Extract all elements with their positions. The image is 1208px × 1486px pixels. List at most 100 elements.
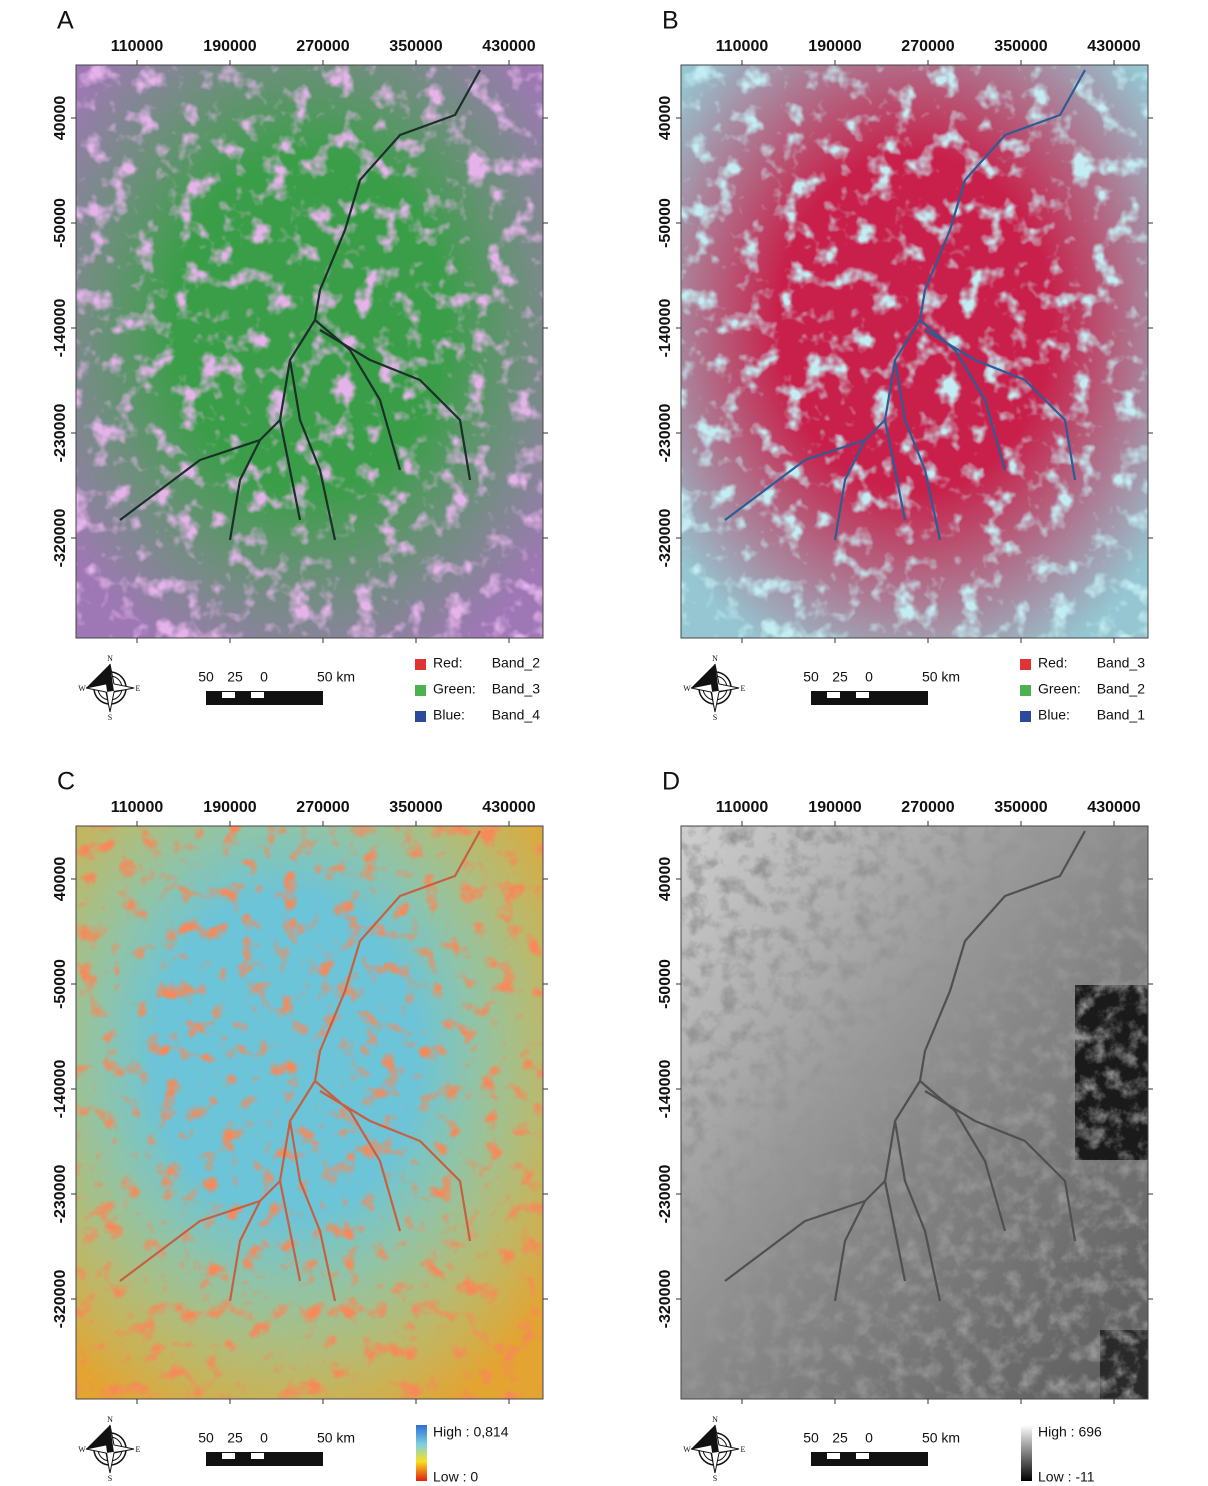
legend-band: Band_3	[492, 681, 540, 697]
legend-low: Low : -11	[1038, 1469, 1095, 1485]
x-tick-label: 190000	[203, 799, 256, 816]
y-tick-label: 40000	[657, 96, 674, 141]
legend-channel: Green:	[1038, 681, 1081, 697]
compass-n: N	[107, 654, 113, 663]
scale-label: 50	[803, 669, 819, 685]
scale-bar-white	[856, 1453, 869, 1459]
compass-s: S	[108, 1474, 112, 1483]
x-tick-label: 270000	[296, 38, 349, 55]
scale-bar-white	[222, 692, 235, 698]
x-tick-label: 270000	[296, 799, 349, 816]
compass-n: N	[712, 654, 718, 663]
y-tick-label: -140000	[657, 1060, 674, 1119]
legend-band: Band_3	[1097, 655, 1145, 671]
scale-label: 50 km	[922, 669, 960, 685]
y-tick-label: -50000	[52, 198, 69, 248]
compass-e: E	[136, 1445, 141, 1454]
x-tick-label: 190000	[808, 799, 861, 816]
scale-label: 0	[865, 669, 873, 685]
y-tick-label: -230000	[657, 404, 674, 463]
y-tick-label: -320000	[52, 509, 69, 568]
x-tick-label: 430000	[482, 38, 535, 55]
scale-bar-white	[856, 692, 869, 698]
panel-label: B	[662, 7, 679, 35]
x-tick-label: 110000	[716, 38, 769, 55]
compass-n: N	[107, 1415, 113, 1424]
x-tick-label: 350000	[389, 38, 442, 55]
y-tick-label: -50000	[657, 198, 674, 248]
scale-label: 0	[260, 1430, 268, 1446]
compass-w: W	[683, 1445, 691, 1454]
legend-swatch	[1020, 685, 1031, 696]
legend-swatch	[415, 685, 426, 696]
panel-label: A	[57, 7, 74, 35]
legend-band: Band_1	[1097, 707, 1145, 723]
scale-label: 25	[227, 669, 243, 685]
figure: A 110000 190000 270000 350000 430000 40000 -500…	[0, 0, 1208, 1486]
y-tick-label: -230000	[52, 404, 69, 463]
scale-bar-white	[827, 692, 840, 698]
scale-bar-white	[222, 1453, 235, 1459]
compass-s: S	[108, 713, 112, 722]
legend-band: Band_2	[1097, 681, 1145, 697]
legend-band: Band_2	[492, 655, 540, 671]
x-tick-label: 190000	[808, 38, 861, 55]
y-tick-label: 40000	[52, 857, 69, 902]
compass-w: W	[78, 684, 86, 693]
scale-label: 25	[832, 1430, 848, 1446]
map-texture	[76, 826, 543, 1399]
legend-channel: Red:	[1038, 655, 1068, 671]
compass-e: E	[136, 684, 141, 693]
y-tick-label: -50000	[657, 959, 674, 1009]
scale-label: 50	[198, 669, 214, 685]
x-tick-label: 190000	[203, 38, 256, 55]
compass-w: W	[78, 1445, 86, 1454]
legend-high: High : 0,814	[433, 1424, 509, 1440]
compass-e: E	[741, 684, 746, 693]
x-tick-label: 430000	[1087, 38, 1140, 55]
y-tick-label: 40000	[52, 96, 69, 141]
x-tick-label: 350000	[389, 799, 442, 816]
scale-label: 50	[803, 1430, 819, 1446]
compass-e: E	[741, 1445, 746, 1454]
y-tick-label: -320000	[52, 1270, 69, 1329]
compass-s: S	[713, 713, 717, 722]
map-texture	[76, 65, 543, 638]
scale-label: 25	[832, 669, 848, 685]
body: A 110000 190000 270000 350000 430000 40000 -500…	[0, 0, 1208, 1486]
scale-label: 25	[227, 1430, 243, 1446]
y-tick-label: -140000	[52, 299, 69, 358]
legend-band: Band_4	[492, 707, 540, 723]
page: Four map panels {"panels": [ {"label": "…	[0, 0, 1208, 1486]
legend-ramp	[416, 1425, 427, 1481]
scale-bar-white	[827, 1453, 840, 1459]
legend-ramp	[1021, 1425, 1032, 1481]
scale-label: 0	[260, 669, 268, 685]
compass-w: W	[683, 684, 691, 693]
y-tick-label: 40000	[657, 857, 674, 902]
x-tick-label: 350000	[994, 38, 1047, 55]
legend-swatch	[415, 659, 426, 670]
x-tick-label: 110000	[716, 799, 769, 816]
map-texture	[681, 65, 1148, 638]
y-tick-label: -320000	[657, 1270, 674, 1329]
x-tick-label: 110000	[111, 38, 164, 55]
legend-swatch	[1020, 659, 1031, 670]
x-tick-label: 110000	[111, 799, 164, 816]
scale-bar-white	[251, 692, 264, 698]
scale-label: 50 km	[922, 1430, 960, 1446]
legend-swatch	[415, 711, 426, 722]
y-tick-label: -230000	[52, 1165, 69, 1224]
y-tick-label: -140000	[657, 299, 674, 358]
scale-label: 0	[865, 1430, 873, 1446]
compass-n: N	[712, 1415, 718, 1424]
y-tick-label: -50000	[52, 959, 69, 1009]
x-tick-label: 430000	[1087, 799, 1140, 816]
x-tick-label: 270000	[901, 799, 954, 816]
map-texture	[681, 826, 1148, 1399]
scale-label: 50	[198, 1430, 214, 1446]
x-tick-label: 430000	[482, 799, 535, 816]
